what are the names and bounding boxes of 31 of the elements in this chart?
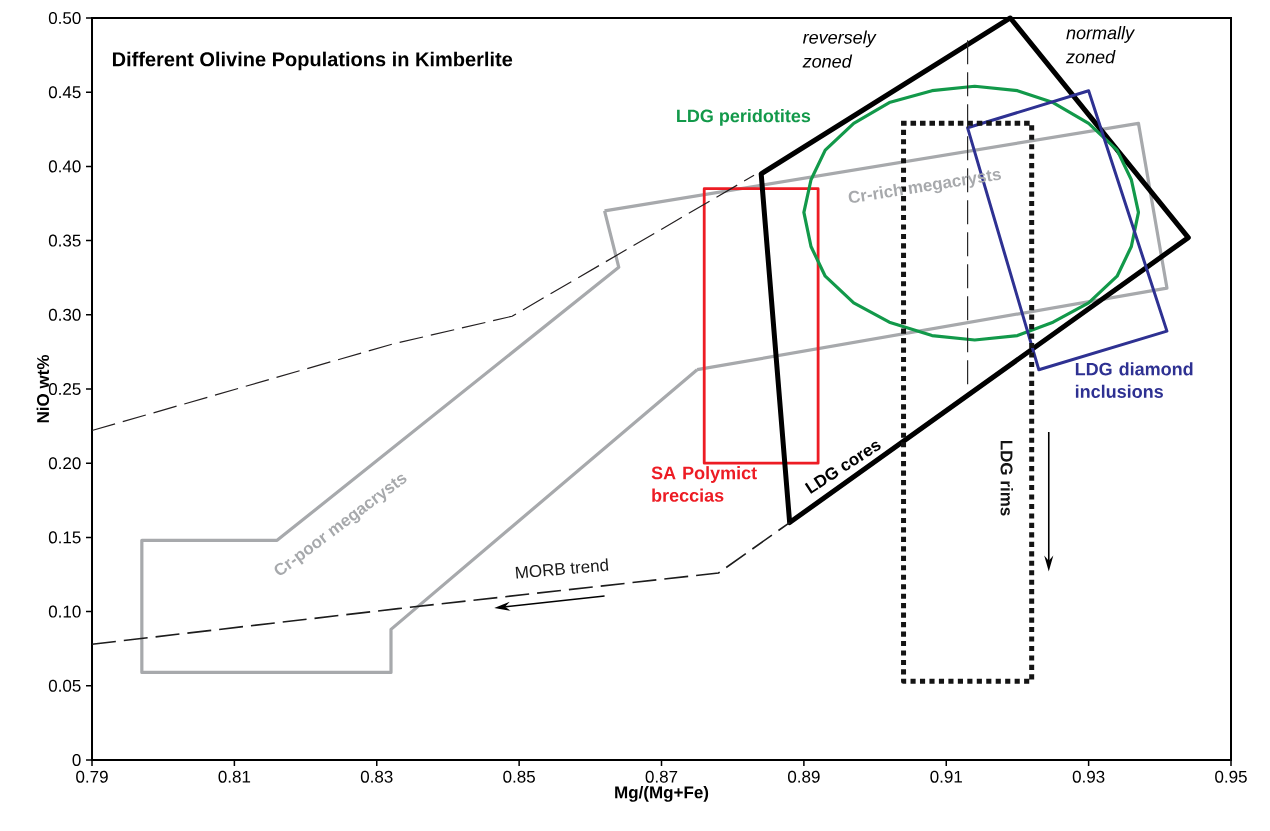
text: Cr-rich megacrysts: [848, 170, 1002, 203]
x-tick-label: 0.87: [645, 770, 678, 783]
annotation: normally zoned: [1065, 26, 1135, 64]
y-tick-label: 0.45: [48, 86, 81, 99]
x-tick-label: 0.79: [76, 770, 108, 783]
x-tick-label: 0.89: [788, 770, 820, 783]
y-tick-label: 0.35: [48, 234, 81, 247]
y-axis-title: NiO wt%: [36, 354, 50, 423]
text: Different Olivine Populations in Kimberlite: [112, 51, 513, 71]
y-tick-label: 0.05: [48, 679, 81, 692]
y-tick-label: 0.10: [48, 605, 81, 618]
y-tick-label: 0.40: [48, 160, 81, 173]
x-tick-label: 0.83: [360, 770, 393, 783]
y-tick-label: 0.15: [48, 531, 81, 544]
x-axis-title: Mg/(Mg+Fe): [615, 785, 709, 802]
series-label: SA Polymict breccias: [651, 466, 757, 502]
y-tick-label: 0.50: [48, 11, 81, 25]
x-tick-label: 0.85: [503, 770, 535, 783]
series-label: LDG diamond inclusions: [1075, 362, 1193, 398]
y-tick-label: 0.30: [48, 308, 81, 321]
y-tick-label: 0.25: [48, 382, 81, 396]
x-tick-label: 0.93: [1072, 770, 1105, 783]
y-tick-label: 0: [72, 753, 81, 767]
x-tick-label: 0.91: [930, 770, 962, 783]
text: LDG rims: [1000, 440, 1013, 516]
annotation: reversely zoned: [802, 30, 877, 68]
series-label: LDG peridotites: [677, 109, 811, 126]
x-tick-label: 0.81: [218, 770, 251, 783]
x-tick-label: 0.95: [1215, 770, 1247, 783]
series-label: MORB trend: [515, 558, 609, 579]
y-tick-label: 0.20: [48, 457, 81, 470]
